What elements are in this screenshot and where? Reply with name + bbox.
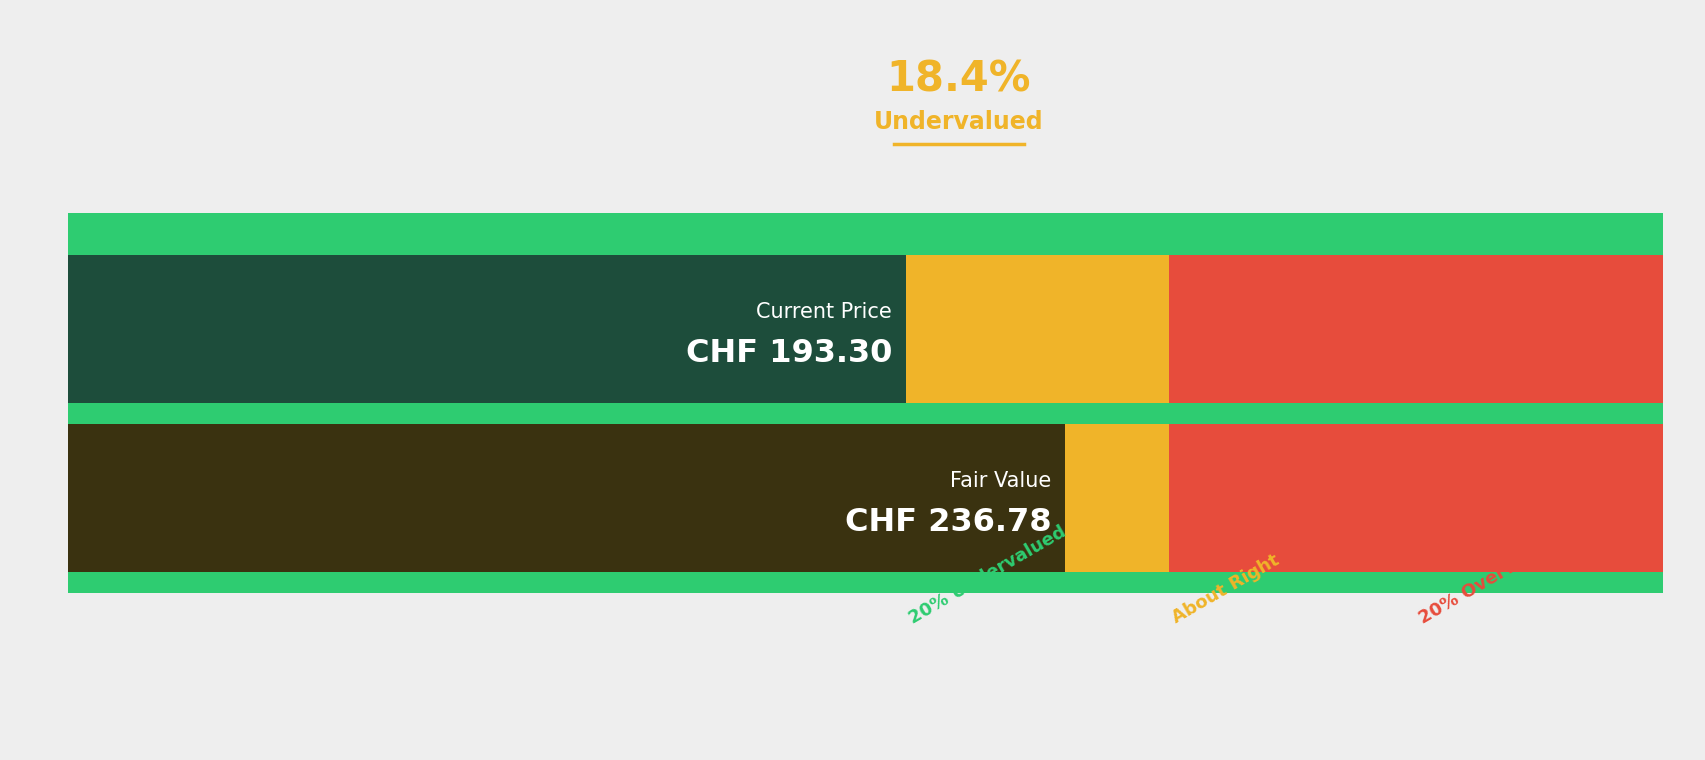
Text: CHF 193.30: CHF 193.30 [685,337,892,369]
Bar [68,572,1662,593]
Text: About Right: About Right [1168,552,1282,628]
Text: Fair Value: Fair Value [950,471,1050,491]
Text: 20% Overvalued: 20% Overvalued [1415,529,1567,628]
Text: Current Price: Current Price [755,302,892,322]
Bar [68,403,1662,424]
Bar [905,213,1168,593]
Text: 18.4%: 18.4% [887,59,1030,101]
Text: Undervalued: Undervalued [873,109,1043,134]
Text: CHF 236.78: CHF 236.78 [844,507,1050,537]
Bar [1168,213,1662,593]
Bar [68,424,1064,572]
Text: 20% Undervalued: 20% Undervalued [905,523,1069,628]
Bar [68,213,1662,255]
Bar [68,213,905,593]
Bar [68,255,905,403]
